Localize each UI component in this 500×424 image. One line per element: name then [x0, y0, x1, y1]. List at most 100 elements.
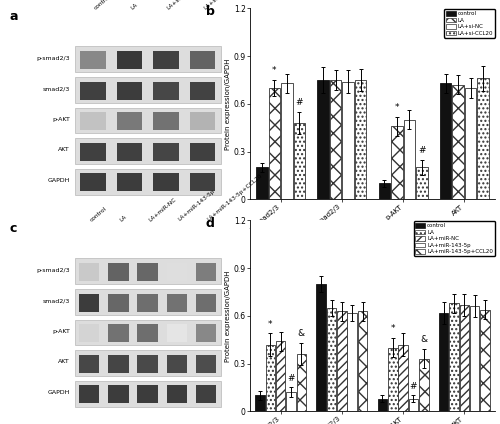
Text: c: c [10, 223, 18, 235]
Text: *: * [390, 324, 395, 333]
Bar [378, 183, 390, 199]
Bar [480, 310, 490, 411]
Text: *: * [272, 66, 276, 75]
Bar [470, 306, 480, 411]
Bar [408, 399, 418, 411]
Text: AKT: AKT [58, 147, 70, 152]
Bar [108, 293, 128, 312]
Bar [80, 142, 106, 161]
Text: p-smad2/3: p-smad2/3 [36, 268, 70, 273]
Bar [416, 167, 428, 199]
Text: LA+si-NC: LA+si-NC [166, 0, 190, 11]
Bar [74, 350, 221, 376]
Bar [450, 303, 459, 411]
Bar [296, 354, 306, 411]
Bar [465, 88, 476, 199]
Bar [74, 138, 221, 164]
Text: control: control [89, 206, 108, 223]
Bar [153, 173, 178, 192]
Text: d: d [206, 217, 215, 230]
Bar [196, 324, 216, 343]
Bar [79, 293, 100, 312]
Text: &: & [420, 335, 428, 344]
Bar [116, 81, 142, 100]
Bar [166, 385, 187, 404]
Bar [116, 112, 142, 131]
Bar [294, 123, 305, 199]
Text: p-AKT: p-AKT [52, 117, 70, 122]
Bar [342, 81, 354, 199]
Text: smad2/3: smad2/3 [43, 298, 70, 303]
Bar [452, 85, 464, 199]
Bar [79, 324, 100, 343]
Bar [337, 311, 346, 411]
Bar [460, 305, 469, 411]
Text: LA+miR-143-5p: LA+miR-143-5p [177, 189, 216, 223]
Text: AKT: AKT [58, 359, 70, 364]
Text: #: # [418, 146, 426, 155]
Text: LA+si-CCL20: LA+si-CCL20 [202, 0, 235, 11]
Bar [316, 284, 326, 411]
Bar [74, 169, 221, 195]
Bar [266, 344, 275, 411]
Y-axis label: Protein expression/GAPDH: Protein expression/GAPDH [225, 58, 231, 150]
Text: #: # [296, 98, 303, 107]
Text: GAPDH: GAPDH [48, 390, 70, 395]
Bar [190, 142, 215, 161]
Bar [419, 359, 428, 411]
Bar [398, 344, 408, 411]
Bar [166, 354, 187, 373]
Text: *: * [394, 103, 399, 112]
Bar [190, 51, 215, 70]
Bar [138, 354, 158, 373]
Text: *: * [268, 320, 272, 329]
Text: &: & [298, 329, 305, 338]
Text: smad2/3: smad2/3 [43, 86, 70, 91]
Bar [153, 142, 178, 161]
Bar [440, 83, 452, 199]
Bar [196, 293, 216, 312]
Text: control: control [93, 0, 112, 11]
Bar [74, 47, 221, 73]
Bar [116, 142, 142, 161]
Bar [108, 354, 128, 373]
Bar [330, 80, 342, 199]
Text: p-AKT: p-AKT [52, 329, 70, 334]
Text: GAPDH: GAPDH [48, 178, 70, 183]
Bar [153, 112, 178, 131]
Bar [318, 80, 329, 199]
Bar [116, 51, 142, 70]
Bar [108, 263, 128, 282]
Bar [108, 324, 128, 343]
Bar [190, 173, 215, 192]
Text: LA+miR-143-5p+CCL20: LA+miR-143-5p+CCL20 [206, 173, 264, 223]
Bar [190, 81, 215, 100]
Bar [80, 112, 106, 131]
Text: #: # [287, 374, 294, 382]
Bar [281, 83, 292, 199]
Bar [79, 354, 100, 373]
Bar [74, 381, 221, 407]
Text: b: b [206, 5, 215, 18]
Text: LA: LA [118, 214, 127, 223]
Bar [404, 120, 415, 199]
Bar [166, 263, 187, 282]
Bar [276, 341, 285, 411]
Bar [74, 259, 221, 285]
Text: LA: LA [130, 2, 138, 11]
Bar [80, 51, 106, 70]
Bar [286, 392, 296, 411]
Bar [268, 88, 280, 199]
Bar [79, 385, 100, 404]
Bar [138, 385, 158, 404]
Bar [196, 263, 216, 282]
Text: a: a [10, 11, 18, 23]
Bar [74, 289, 221, 315]
Bar [391, 126, 402, 199]
Text: #: # [410, 382, 417, 391]
Bar [80, 173, 106, 192]
Bar [256, 167, 268, 199]
Bar [153, 81, 178, 100]
Bar [74, 108, 221, 134]
Bar [348, 313, 357, 411]
